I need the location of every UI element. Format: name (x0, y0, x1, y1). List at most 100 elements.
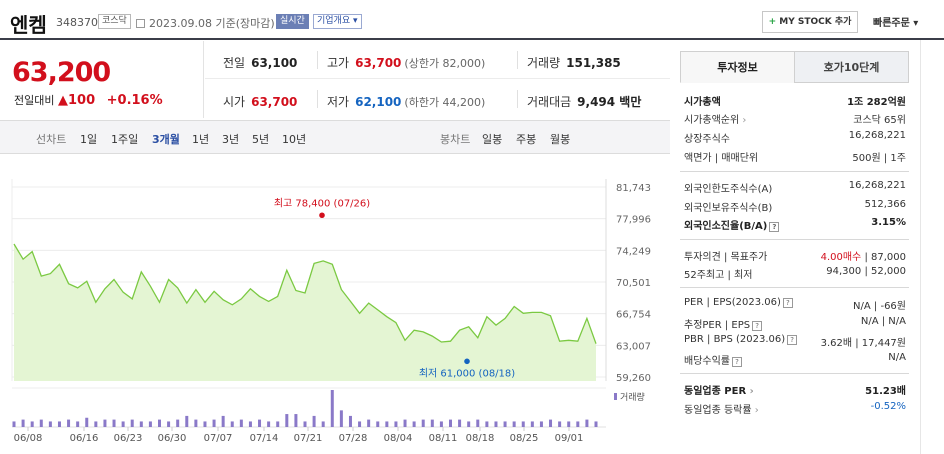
tab-3m[interactable]: 3개월 (152, 133, 180, 146)
tab-10y[interactable]: 10년 (282, 133, 307, 146)
volume-bar (558, 421, 562, 427)
volume-bar (567, 421, 571, 427)
tab-daily[interactable]: 일봉 (482, 133, 503, 146)
change-percent: +0.16% (106, 93, 163, 108)
volume-bar (67, 419, 71, 427)
volume-bar (30, 421, 34, 427)
volume-bar (330, 390, 334, 427)
tab-1w[interactable]: 1주일 (111, 133, 139, 146)
help-icon[interactable]: ? (787, 335, 798, 345)
price-change: 전일대비 ▲100 +0.16% (14, 93, 163, 108)
volume-bar (521, 421, 525, 427)
volume-bar (185, 415, 189, 427)
trade-amount: 거래대금 9,494 백만 (527, 95, 642, 109)
x-tick-label: 08/04 (384, 433, 413, 444)
y-tick-label: 63,007 (616, 341, 651, 352)
tab-5y[interactable]: 5년 (252, 133, 270, 146)
price-stats: 전일 63,100 고가 63,700 (상한가 82,000) 거래량 151,385… (205, 41, 670, 118)
volume-bar (403, 419, 407, 427)
volume-bar (158, 419, 161, 427)
panel-divider (920, 40, 921, 454)
volume-bar (394, 421, 398, 427)
my-stock-add-button[interactable]: + MY STOCK 추가 (762, 11, 858, 33)
stock-header: 엔켐 348370 코스닥 2023.09.08 기준(장마감) 실시간 기업개… (0, 0, 944, 40)
volume-bar (503, 421, 507, 427)
high-marker (319, 212, 325, 219)
y-tick-label: 81,743 (616, 183, 651, 194)
prev-close: 전일 63,100 (223, 56, 298, 70)
invest-panel: 투자정보 호가10단계 시가총액 1조 282억원 시가총액순위 › 코스닥 65위… (680, 51, 909, 454)
volume-bar (439, 421, 443, 427)
x-tick-label: 07/21 (294, 433, 323, 444)
x-tick-label: 08/11 (429, 433, 458, 444)
volume-bar (494, 421, 498, 427)
volume-bar (303, 421, 307, 427)
high-label: 최고 78,400 (07/26) (274, 197, 370, 209)
quick-order-button[interactable]: 빠른주문 ▾ (873, 18, 919, 29)
volume-bar (376, 421, 380, 427)
calendar-icon (136, 19, 145, 28)
volume-bar (212, 419, 216, 427)
volume-bar (549, 419, 553, 427)
volume-bar (421, 419, 425, 427)
x-tick-label: 06/23 (114, 433, 143, 444)
volume-bar (485, 421, 489, 427)
chevron-right-icon: › (754, 405, 759, 416)
y-tick-label: 66,754 (616, 310, 651, 321)
tab-monthly[interactable]: 월봉 (550, 133, 571, 146)
volume-bar (385, 421, 389, 427)
tab-weekly[interactable]: 주봉 (516, 133, 537, 146)
volume-bar (367, 419, 371, 427)
volume-bar (312, 415, 316, 427)
tab-quote-10[interactable]: 호가10단계 (794, 51, 909, 83)
volume-bar (139, 421, 143, 427)
dividend-row: 배당수익률? N/A (684, 352, 906, 367)
tab-1y[interactable]: 1년 (192, 133, 210, 146)
volume-bar (130, 419, 134, 427)
volume-bar (294, 414, 298, 427)
up-arrow-icon: ▲ (57, 93, 68, 108)
par-row: 액면가 | 매매단위 500원 | 1주 (684, 153, 906, 164)
market-badge: 코스닥 (98, 14, 131, 29)
help-icon[interactable]: ? (732, 357, 742, 367)
line-chart-label: 선차트 (36, 133, 67, 146)
tab-1d[interactable]: 1일 (80, 133, 98, 146)
foreign-ratio-row: 외국인소진율(B/A)? 3.15% (684, 217, 906, 232)
volume-bar (585, 419, 589, 427)
x-tick-label: 06/16 (70, 433, 99, 444)
volume-bar (112, 419, 116, 427)
realtime-button[interactable]: 실시간 (276, 14, 309, 29)
x-tick-label: 08/25 (510, 433, 539, 444)
per-eps-row: PER | EPS(2023.06)? N/A | -66원 (684, 297, 906, 312)
volume-bar (594, 421, 598, 427)
volume-bar (285, 414, 289, 427)
volume-bar (248, 421, 252, 427)
volume-legend-label: 거래량 (620, 391, 645, 403)
volume-bar (121, 421, 125, 427)
help-icon[interactable]: ? (752, 321, 763, 331)
opinion-row: 투자의견 | 목표주가 4.00매수 | 87,000 (684, 252, 906, 263)
current-price: 63,200 (12, 57, 111, 88)
volume-bar (239, 419, 243, 427)
pbr-bps-row: PBR | BPS (2023.06)? 3.62배 | 17,447원 (684, 334, 906, 349)
company-info-dropdown[interactable]: 기업개요 ▾ (313, 14, 362, 29)
volume-bar (12, 421, 16, 427)
volume-bar (103, 419, 107, 427)
help-icon[interactable]: ? (769, 222, 780, 232)
volume-bar (412, 421, 416, 427)
volume-bar (348, 415, 352, 427)
y-tick-label: 77,996 (616, 215, 651, 226)
volume-bar (576, 421, 580, 427)
x-tick-label: 06/08 (14, 433, 43, 444)
tab-3y[interactable]: 3년 (222, 133, 240, 146)
tab-invest-info[interactable]: 투자정보 (680, 51, 795, 83)
open-price: 시가 63,700 (223, 95, 298, 109)
volume-bar (449, 419, 452, 427)
period-toolbar: 선차트 1일 1주일 3개월 1년 3년 5년 10년 봉차트 일봉 주봉 월봉 (0, 120, 670, 154)
volume-bar (230, 421, 234, 427)
y-tick-label: 70,501 (616, 278, 651, 289)
volume-bar (203, 421, 207, 427)
volume-bar (167, 421, 171, 427)
x-tick-label: 06/30 (158, 433, 187, 444)
help-icon[interactable]: ? (782, 298, 793, 308)
